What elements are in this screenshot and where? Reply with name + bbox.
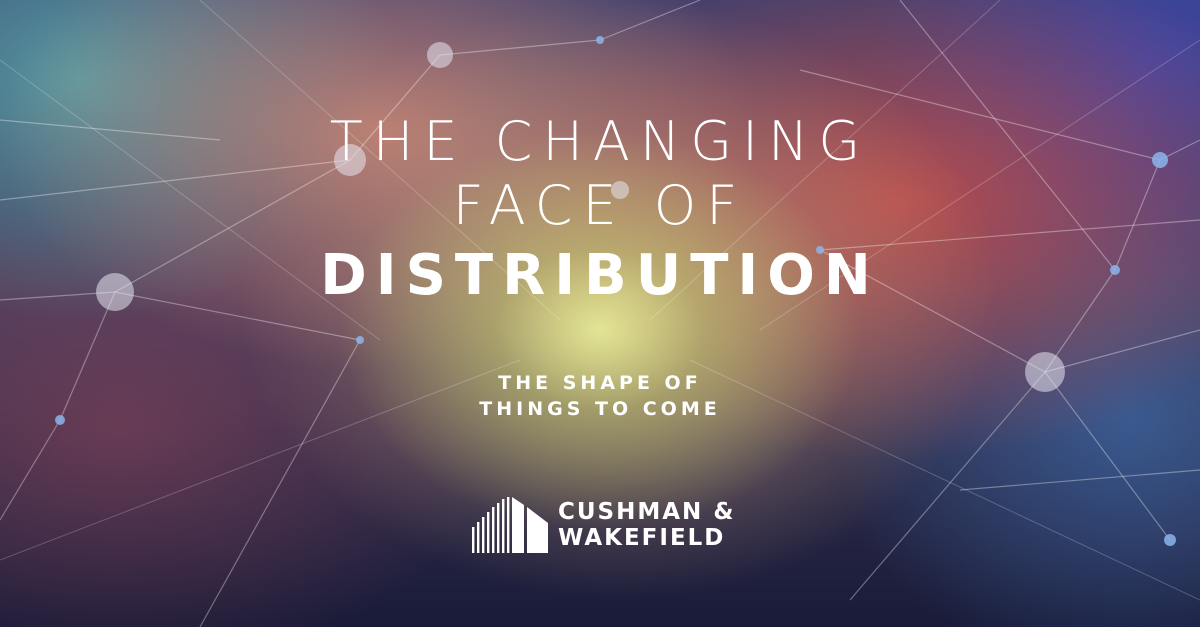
brand-name-line-2: WAKEFIELD: [558, 525, 726, 551]
headline-line-3: DISTRIBUTION: [320, 243, 880, 308]
headline: THE CHANGING FACE OF DISTRIBUTION: [0, 110, 1200, 314]
brand-name-line-1: CUSHMAN &: [558, 499, 736, 525]
building-columns-logo-icon: [472, 497, 548, 553]
headline-line-1: THE CHANGING: [329, 110, 871, 173]
brand-logo: CUSHMAN & WAKEFIELD: [472, 497, 735, 553]
subheadline: THE SHAPE OF THINGS TO COME: [0, 370, 1200, 422]
headline-line-2: FACE OF: [452, 174, 748, 237]
subheadline-line-1: THE SHAPE OF: [498, 372, 702, 394]
brand-name: CUSHMAN & WAKEFIELD: [558, 499, 735, 553]
subheadline-line-2: THINGS TO COME: [479, 398, 721, 420]
